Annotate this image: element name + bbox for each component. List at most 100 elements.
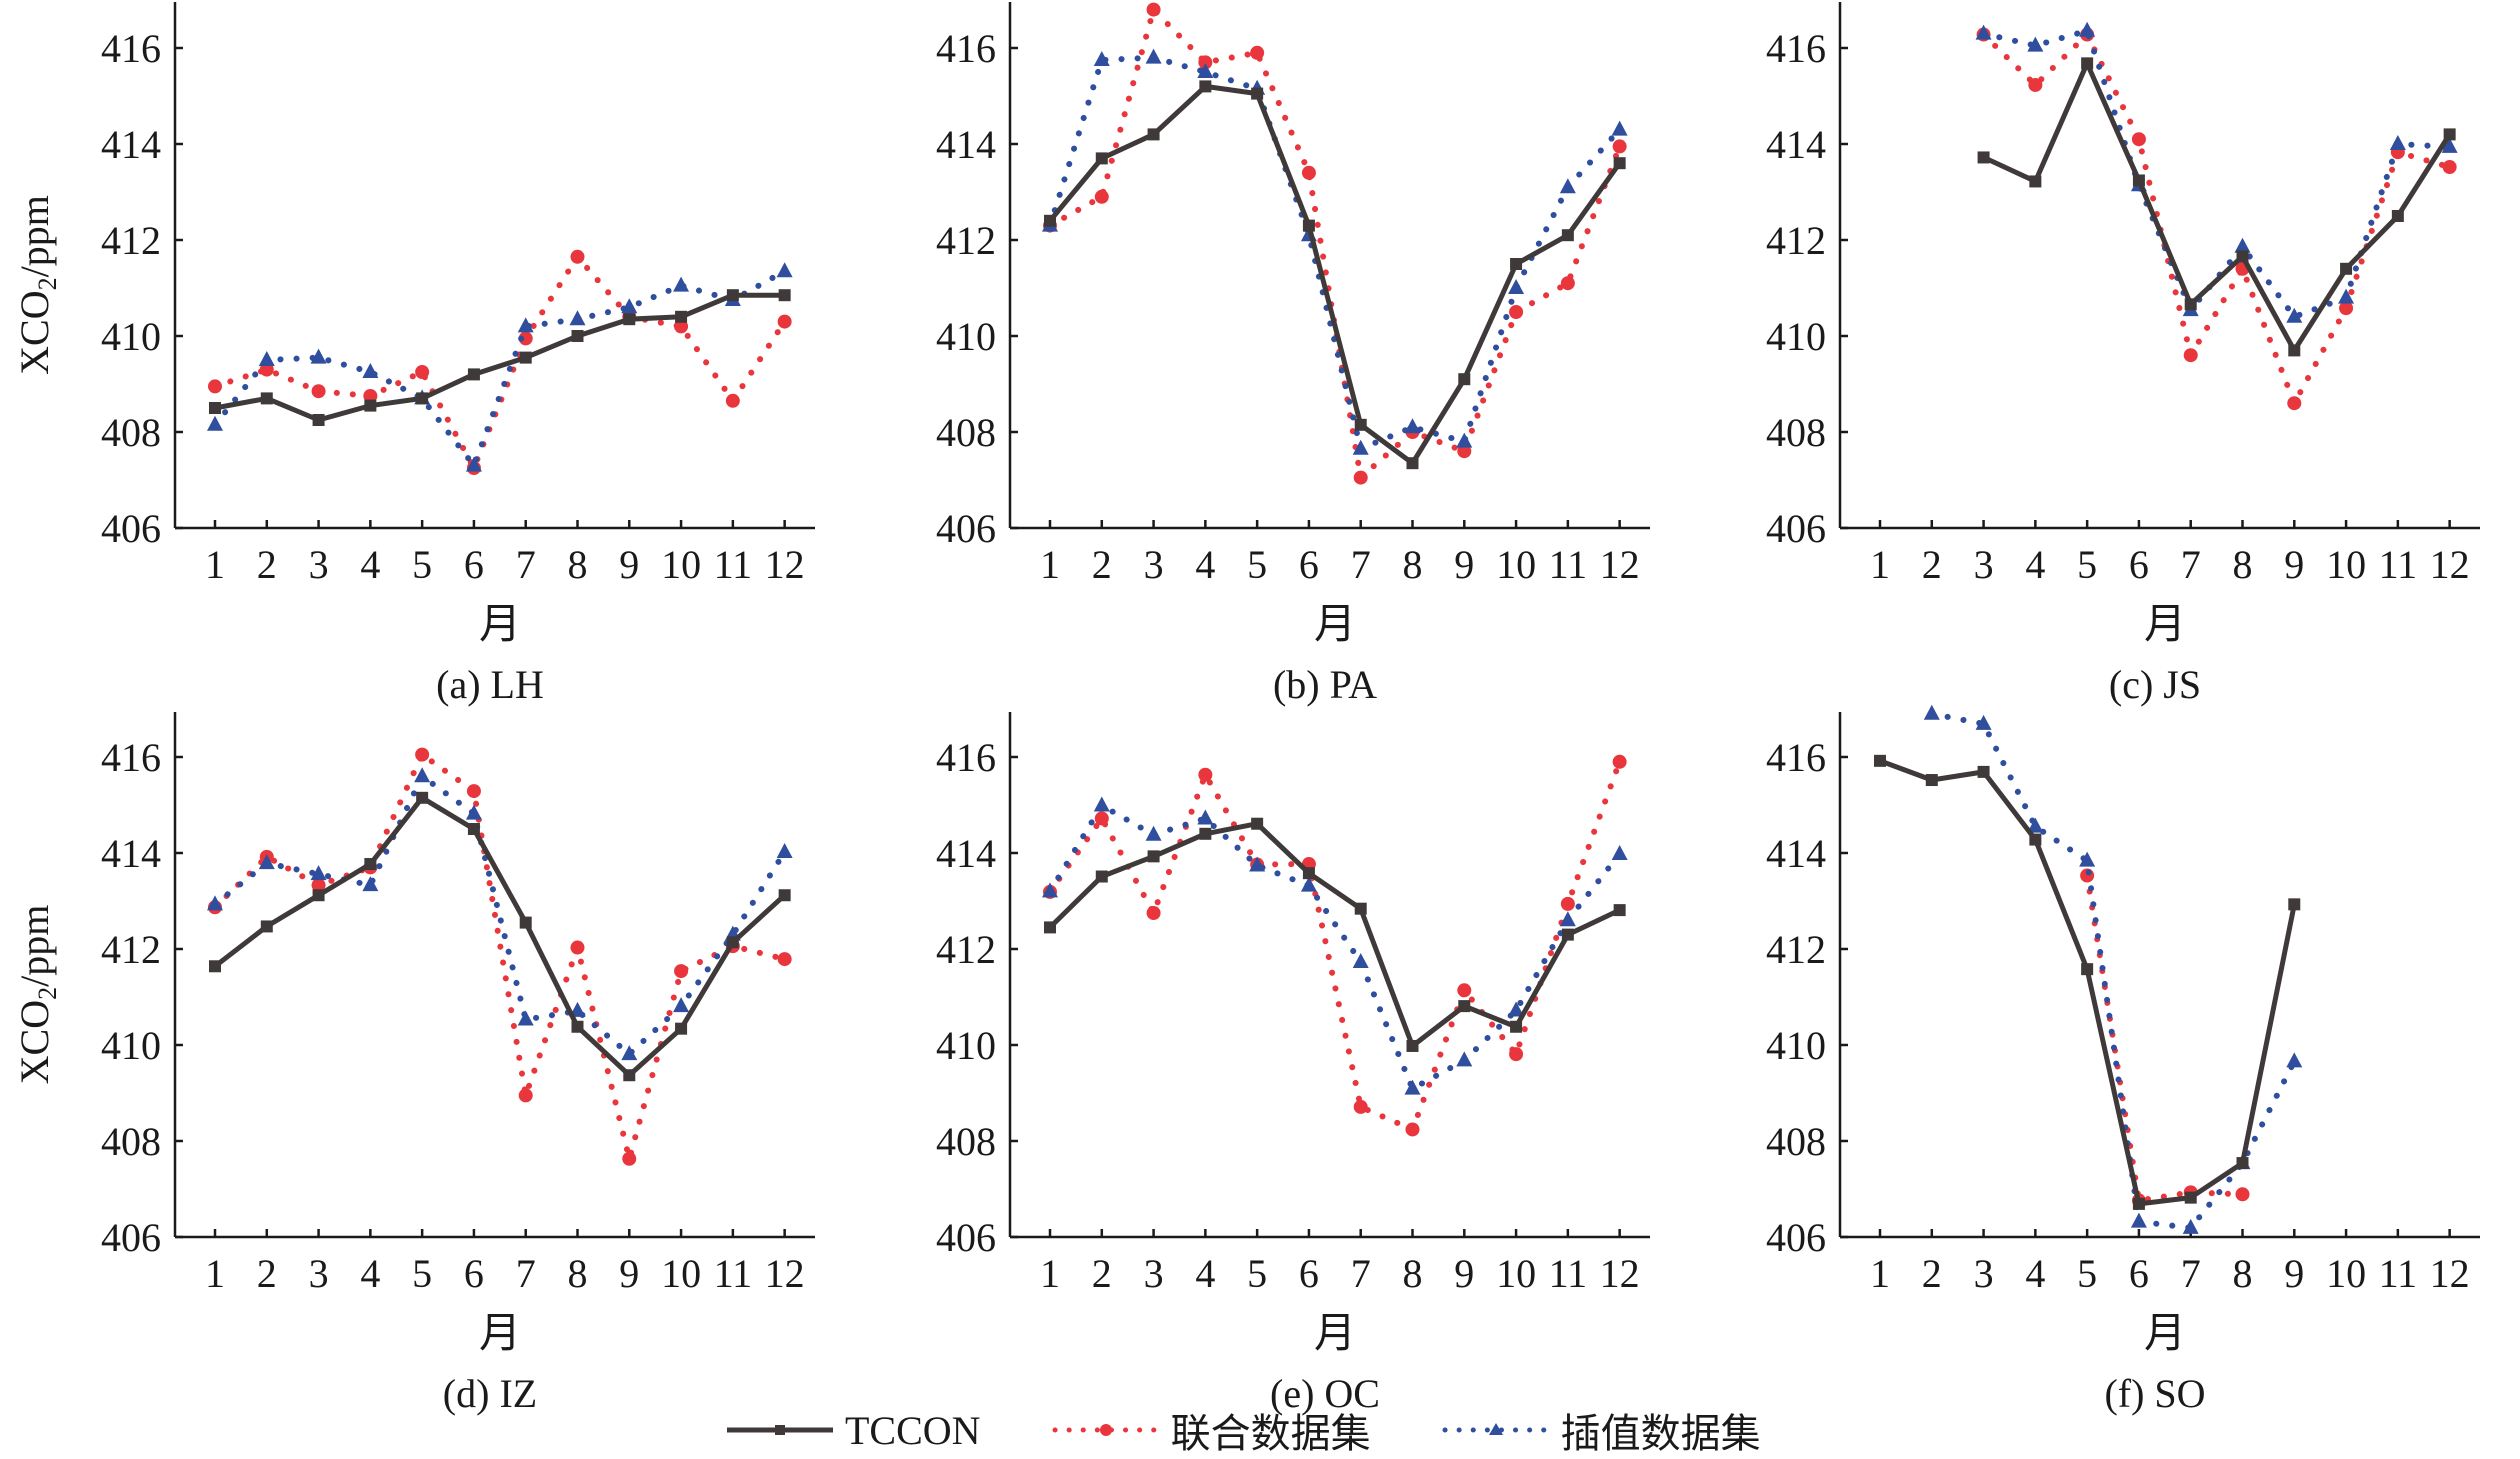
data-point-combined xyxy=(2287,396,2302,411)
y-axis-label-sub: 2 xyxy=(33,987,62,1000)
x-tick-label: 5 xyxy=(412,542,432,587)
data-point-tccon xyxy=(1925,774,1938,787)
y-tick-label: 408 xyxy=(1766,410,1826,455)
data-point-combined xyxy=(570,940,585,955)
data-point-combined xyxy=(1560,896,1575,911)
x-tick-label: 2 xyxy=(257,542,277,587)
series-line-combined xyxy=(1980,29,2453,411)
data-point-interpolated xyxy=(414,767,431,783)
series-combined xyxy=(1976,27,2457,411)
data-point-tccon xyxy=(416,791,429,804)
x-tick-label: 12 xyxy=(2430,542,2470,587)
data-point-combined xyxy=(259,362,274,377)
x-tick-label: 1 xyxy=(205,542,225,587)
x-tick-label: 2 xyxy=(1092,1251,1112,1296)
panel-caption: (d) IZ xyxy=(443,1371,537,1416)
data-point-combined xyxy=(1094,811,1109,826)
data-point-interpolated xyxy=(2286,307,2303,323)
data-point-interpolated xyxy=(2079,21,2096,37)
x-tick-label: 9 xyxy=(1454,542,1474,587)
data-point-tccon xyxy=(1302,219,1315,232)
data-point-combined xyxy=(2339,301,2354,316)
x-tick-label: 12 xyxy=(765,1251,805,1296)
data-point-tccon xyxy=(726,936,739,949)
panel-caption: (f) SO xyxy=(2104,1371,2205,1416)
data-point-combined xyxy=(1457,983,1472,998)
data-point-tccon xyxy=(467,823,480,835)
data-point-tccon xyxy=(2029,175,2042,188)
data-point-tccon xyxy=(364,399,377,412)
x-tick-label: 12 xyxy=(765,542,805,587)
y-tick-label: 408 xyxy=(1766,1119,1826,1164)
data-point-tccon xyxy=(1458,1000,1471,1013)
legend-label-tccon: TCCON xyxy=(845,1407,981,1453)
x-tick-label: 3 xyxy=(1144,1251,1164,1296)
series-tccon xyxy=(1874,754,2301,1210)
y-tick-label: 416 xyxy=(101,26,161,71)
series-line-combined xyxy=(2084,872,2246,1204)
data-point-interpolated xyxy=(310,865,327,881)
x-tick-label: 10 xyxy=(661,542,701,587)
x-tick-label: 6 xyxy=(1299,1251,1319,1296)
data-point-combined xyxy=(363,389,378,403)
data-point-interpolated xyxy=(362,876,379,892)
data-point-tccon xyxy=(209,960,221,973)
data-point-tccon xyxy=(260,392,273,405)
data-point-combined xyxy=(1301,165,1316,180)
x-tick-label: 5 xyxy=(1247,1251,1267,1296)
data-point-tccon xyxy=(1510,1020,1523,1033)
x-tick-label: 7 xyxy=(516,542,536,587)
data-point-combined xyxy=(674,964,689,979)
x-axis-label: 月 xyxy=(1314,599,1356,648)
data-point-interpolated xyxy=(776,262,793,278)
x-tick-label: 6 xyxy=(464,1251,484,1296)
data-point-interpolated xyxy=(1923,704,1940,720)
data-point-combined xyxy=(1405,1122,1420,1137)
y-tick-label: 416 xyxy=(936,26,996,71)
data-point-tccon xyxy=(312,889,325,902)
series-line-interpolated xyxy=(212,771,788,1059)
data-point-combined xyxy=(1250,45,1265,60)
data-point-tccon xyxy=(1406,457,1419,470)
x-tick-label: 5 xyxy=(2077,1251,2097,1296)
data-point-tccon xyxy=(260,920,273,933)
data-point-combined xyxy=(1146,906,1161,920)
data-point-tccon xyxy=(2391,210,2404,222)
data-point-combined xyxy=(2442,160,2457,175)
x-tick-label: 6 xyxy=(464,542,484,587)
x-tick-label: 6 xyxy=(2129,1251,2149,1296)
panel-caption: (e) OC xyxy=(1270,1371,1380,1416)
data-point-tccon xyxy=(1458,373,1471,386)
x-tick-label: 2 xyxy=(1922,1251,1942,1296)
data-point-interpolated xyxy=(310,348,327,364)
y-tick-label: 414 xyxy=(936,122,996,167)
data-point-tccon xyxy=(1510,258,1523,270)
x-tick-label: 9 xyxy=(619,1251,639,1296)
series-combined xyxy=(2080,868,2250,1208)
x-tick-label: 5 xyxy=(2077,542,2097,587)
x-tick-label: 12 xyxy=(2430,1251,2470,1296)
data-point-interpolated xyxy=(2130,1212,2147,1228)
data-point-interpolated xyxy=(2027,36,2044,52)
y-tick-label: 406 xyxy=(101,506,161,551)
legend-swatch-interpolated xyxy=(1442,1423,1550,1435)
data-point-interpolated xyxy=(2441,137,2458,153)
data-point-interpolated xyxy=(1042,882,1058,898)
data-point-combined xyxy=(1353,1099,1368,1114)
data-point-tccon xyxy=(1561,928,1574,941)
data-point-interpolated xyxy=(621,298,638,314)
data-point-tccon xyxy=(675,1022,688,1035)
data-point-combined xyxy=(1560,276,1575,291)
series-interpolated xyxy=(207,767,793,1061)
data-point-combined xyxy=(2028,77,2043,92)
data-point-interpolated xyxy=(1559,911,1576,927)
data-point-tccon xyxy=(2081,57,2094,70)
data-point-tccon xyxy=(519,916,532,929)
x-axis-label: 月 xyxy=(479,1308,521,1357)
data-point-combined xyxy=(415,365,430,379)
data-point-interpolated xyxy=(2079,851,2096,867)
data-point-interpolated xyxy=(258,854,275,870)
data-point-tccon xyxy=(2236,1157,2249,1170)
